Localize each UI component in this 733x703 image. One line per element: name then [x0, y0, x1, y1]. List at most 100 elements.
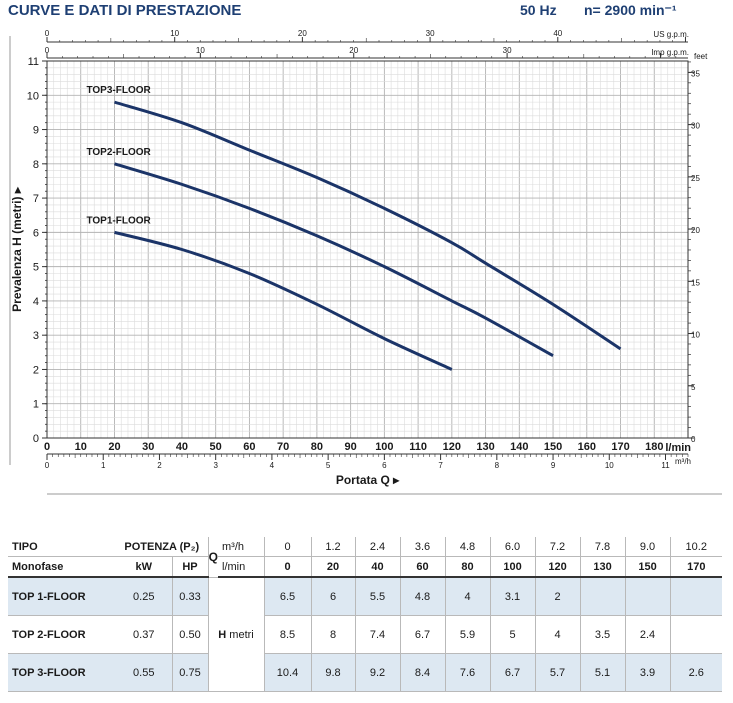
h-value: 5.5: [354, 577, 401, 616]
m3h-value: 2.4: [354, 537, 401, 557]
feet-tick-label: 35: [691, 69, 700, 78]
lmin-value: 20: [310, 556, 356, 578]
lmin-value: 40: [354, 556, 401, 578]
feet-tick-label: 25: [691, 174, 700, 183]
h-value: [624, 577, 671, 616]
h-value: 5.1: [579, 653, 626, 692]
impgpm-tick-label: 10: [196, 46, 205, 55]
h-value: 6: [310, 577, 356, 616]
h-value: 2.6: [669, 653, 723, 692]
h-value: 6.5: [263, 577, 312, 616]
h-value: 7.4: [354, 615, 401, 654]
h-value: 8: [310, 615, 356, 654]
h-value: 4: [534, 615, 581, 654]
y-tick-label: 3: [33, 330, 39, 342]
x-tick-label: 70: [277, 441, 289, 453]
h-value: [579, 577, 626, 616]
y-tick-label: 8: [33, 159, 39, 171]
h-metri-label: H metri: [207, 577, 265, 692]
feet-tick-label: 20: [691, 226, 700, 235]
x-tick-label: 120: [443, 441, 461, 453]
hp-header: HP: [171, 556, 209, 578]
x-tick-label: 160: [578, 441, 596, 453]
usgpm-axis-label: US g.p.m.: [653, 30, 689, 39]
h-value: 2: [534, 577, 581, 616]
m3h-axis-label: m³/h: [675, 457, 691, 466]
y-tick-label: 7: [33, 193, 39, 205]
m3h-value: 7.2: [534, 537, 581, 557]
h-value: 5.7: [534, 653, 581, 692]
usgpm-tick-label: 10: [170, 29, 179, 38]
series-line-3: [114, 100, 622, 351]
lmin-value: 170: [669, 556, 723, 578]
monofase-header: Monofase: [8, 556, 116, 578]
m3h-value: 6.0: [489, 537, 536, 557]
h-value: 6.7: [399, 615, 446, 654]
x-tick-label: 20: [108, 441, 120, 453]
x-tick-label: 140: [510, 441, 528, 453]
h-value: 3.5: [579, 615, 626, 654]
lmin-value: 130: [579, 556, 626, 578]
hp-value: 0.75: [171, 653, 209, 692]
lmin-unit: l/min: [218, 556, 265, 578]
feet-axis-label: feet: [694, 52, 708, 61]
tipo-header: TIPO: [8, 537, 116, 557]
impgpm-tick-label: 30: [503, 46, 512, 55]
lmin-value: 80: [444, 556, 491, 578]
h-metri-text: metri: [229, 628, 254, 641]
x-tick-label: 30: [142, 441, 154, 453]
m3h-tick-label: 10: [605, 461, 614, 470]
m3h-tick-label: 11: [661, 461, 670, 470]
m3h-tick-label: 7: [438, 461, 443, 470]
m3h-value: 0: [263, 537, 312, 557]
h-value: [669, 615, 723, 654]
x-tick-label: 0: [44, 441, 50, 453]
chart-title: CURVE E DATI DI PRESTAZIONE: [8, 2, 242, 19]
m3h-unit: m³/h: [218, 537, 265, 557]
feet-tick-label: 0: [691, 435, 696, 444]
performance-table: TIPO POTENZA (P₂) Q m³/h 0 1.2 2.4 3.6 4…: [8, 537, 723, 692]
x-tick-label: 80: [311, 441, 323, 453]
kw-value: 0.55: [116, 653, 172, 692]
x-tick-label: 180: [645, 441, 663, 453]
x-tick-label: 50: [210, 441, 222, 453]
h-value: 5: [489, 615, 536, 654]
series-label: TOP3-FLOOR: [86, 85, 151, 96]
series-line-1: [114, 230, 453, 371]
table-row-name: TOP 2-FLOOR: [8, 615, 116, 654]
y-axis-label: Prevalenza H (metri) ▸: [10, 186, 24, 312]
m3h-tick-label: 4: [270, 461, 275, 470]
lmin-value: 120: [534, 556, 581, 578]
h-value: 8.4: [399, 653, 446, 692]
x-unit-label: l/min: [665, 442, 691, 454]
lmin-value: 100: [489, 556, 536, 578]
usgpm-tick-label: 30: [426, 29, 435, 38]
hp-value: 0.50: [171, 615, 209, 654]
feet-tick-label: 5: [691, 383, 696, 392]
y-tick-label: 9: [33, 125, 39, 137]
x-tick-label: 10: [75, 441, 87, 453]
lmin-value: 0: [263, 556, 312, 578]
plot-frame: [46, 60, 689, 439]
usgpm-tick-label: 20: [298, 29, 307, 38]
kw-value: 0.25: [116, 577, 172, 616]
series-label: TOP2-FLOOR: [86, 147, 151, 158]
m3h-tick-label: 6: [382, 461, 387, 470]
feet-tick-label: 10: [691, 331, 700, 340]
m3h-tick-label: 0: [45, 461, 50, 470]
h-value: 10.4: [263, 653, 312, 692]
m3h-tick-label: 8: [495, 461, 500, 470]
series-line-2: [114, 162, 554, 358]
m3h-value: 3.6: [399, 537, 446, 557]
h-value: 5.9: [444, 615, 491, 654]
feet-tick-label: 30: [691, 122, 700, 131]
m3h-value: 10.2: [669, 537, 723, 557]
impgpm-tick-label: 20: [349, 46, 358, 55]
kw-value: 0.37: [116, 615, 172, 654]
h-value: 2.4: [624, 615, 671, 654]
h-value: 4.8: [399, 577, 446, 616]
impgpm-axis-label: Imp g.p.m.: [651, 48, 689, 57]
lmin-value: 60: [399, 556, 446, 578]
usgpm-tick-label: 0: [45, 29, 50, 38]
